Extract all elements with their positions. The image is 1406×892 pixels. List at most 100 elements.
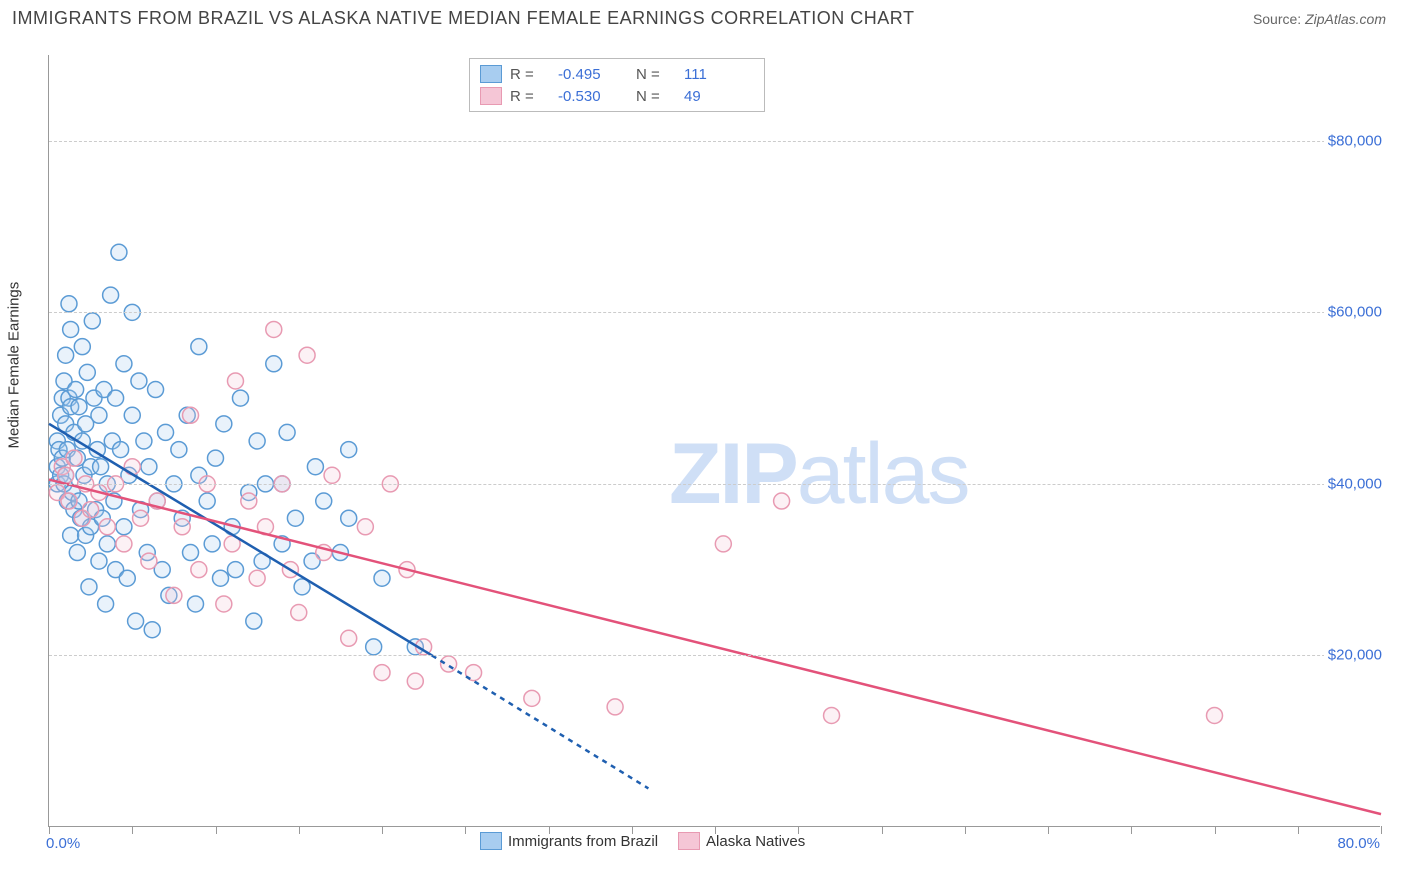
data-point-brazil [266, 356, 282, 372]
data-point-brazil [128, 613, 144, 629]
legend-label-alaska: Alaska Natives [706, 833, 805, 850]
data-point-brazil [279, 424, 295, 440]
data-point-alaska [249, 570, 265, 586]
data-point-brazil [316, 493, 332, 509]
swatch-brazil [480, 65, 502, 83]
xaxis-tick [965, 826, 966, 834]
gridline [49, 312, 1380, 313]
xaxis-tick [49, 826, 50, 834]
data-point-brazil [366, 639, 382, 655]
xaxis-min-label: 0.0% [46, 835, 80, 852]
legend-correlation: R =-0.495N =111R =-0.530N =49 [469, 58, 765, 112]
yaxis-tick-label: $20,000 [1324, 647, 1382, 664]
data-point-brazil [249, 433, 265, 449]
xaxis-tick [1298, 826, 1299, 834]
plot-svg [49, 55, 1380, 826]
chart-title: IMMIGRANTS FROM BRAZIL VS ALASKA NATIVE … [12, 8, 914, 29]
xaxis-max-label: 80.0% [1337, 835, 1380, 852]
legend-item-alaska: Alaska Natives [678, 832, 805, 850]
data-point-brazil [93, 459, 109, 475]
data-point-brazil [81, 579, 97, 595]
data-point-alaska [61, 493, 77, 509]
data-point-alaska [341, 630, 357, 646]
data-point-alaska [227, 373, 243, 389]
data-point-alaska [83, 502, 99, 518]
data-point-alaska [299, 347, 315, 363]
data-point-alaska [241, 493, 257, 509]
legend-corr-row-alaska: R =-0.530N =49 [480, 85, 754, 107]
data-point-alaska [66, 450, 82, 466]
data-point-alaska [58, 467, 74, 483]
data-point-brazil [204, 536, 220, 552]
data-point-alaska [524, 690, 540, 706]
data-point-brazil [136, 433, 152, 449]
data-point-brazil [183, 545, 199, 561]
data-point-brazil [141, 459, 157, 475]
data-point-brazil [227, 562, 243, 578]
data-point-brazil [124, 407, 140, 423]
gridline [49, 655, 1380, 656]
data-point-brazil [246, 613, 262, 629]
legend-item-brazil: Immigrants from Brazil [480, 832, 658, 850]
data-point-alaska [441, 656, 457, 672]
data-point-brazil [71, 399, 87, 415]
data-point-brazil [212, 570, 228, 586]
yaxis-tick-label: $60,000 [1324, 304, 1382, 321]
data-point-brazil [307, 459, 323, 475]
xaxis-tick [299, 826, 300, 834]
data-point-brazil [374, 570, 390, 586]
data-point-brazil [188, 596, 204, 612]
data-point-brazil [84, 313, 100, 329]
data-point-alaska [291, 605, 307, 621]
gridline [49, 141, 1380, 142]
legend-label-brazil: Immigrants from Brazil [508, 833, 658, 850]
data-point-alaska [116, 536, 132, 552]
n-label: N = [636, 66, 676, 83]
data-point-brazil [68, 382, 84, 398]
xaxis-tick [465, 826, 466, 834]
xaxis-tick [216, 826, 217, 834]
data-point-alaska [824, 707, 840, 723]
data-point-brazil [98, 596, 114, 612]
data-point-brazil [131, 373, 147, 389]
data-point-alaska [174, 519, 190, 535]
data-point-alaska [166, 587, 182, 603]
n-value-alaska: 49 [684, 88, 754, 105]
data-point-brazil [99, 536, 115, 552]
data-point-alaska [1207, 707, 1223, 723]
chart-area: ZIPatlas R =-0.495N =111R =-0.530N =49 $… [48, 55, 1380, 827]
xaxis-tick [132, 826, 133, 834]
data-point-brazil [91, 407, 107, 423]
xaxis-tick [1215, 826, 1216, 834]
gridline [49, 484, 1380, 485]
data-point-alaska [715, 536, 731, 552]
data-point-brazil [199, 493, 215, 509]
data-point-brazil [111, 244, 127, 260]
data-point-alaska [141, 553, 157, 569]
data-point-alaska [324, 467, 340, 483]
data-point-brazil [158, 424, 174, 440]
xaxis-tick [1381, 826, 1382, 834]
r-label: R = [510, 88, 550, 105]
data-point-brazil [116, 356, 132, 372]
data-point-alaska [183, 407, 199, 423]
r-value-alaska: -0.530 [558, 88, 628, 105]
xaxis-tick [1048, 826, 1049, 834]
r-label: R = [510, 66, 550, 83]
legend-corr-row-brazil: R =-0.495N =111 [480, 63, 754, 85]
data-point-alaska [133, 510, 149, 526]
yaxis-title: Median Female Earnings [6, 282, 23, 449]
swatch-brazil [480, 832, 502, 850]
data-point-brazil [148, 382, 164, 398]
data-point-brazil [63, 321, 79, 337]
header: IMMIGRANTS FROM BRAZIL VS ALASKA NATIVE … [0, 0, 1406, 33]
data-point-brazil [91, 553, 107, 569]
xaxis-tick [1131, 826, 1132, 834]
data-point-brazil [108, 390, 124, 406]
data-point-alaska [374, 665, 390, 681]
data-point-brazil [341, 510, 357, 526]
source-value: ZipAtlas.com [1305, 11, 1386, 27]
source-credit: Source: ZipAtlas.com [1253, 11, 1386, 27]
data-point-brazil [58, 347, 74, 363]
data-point-brazil [103, 287, 119, 303]
